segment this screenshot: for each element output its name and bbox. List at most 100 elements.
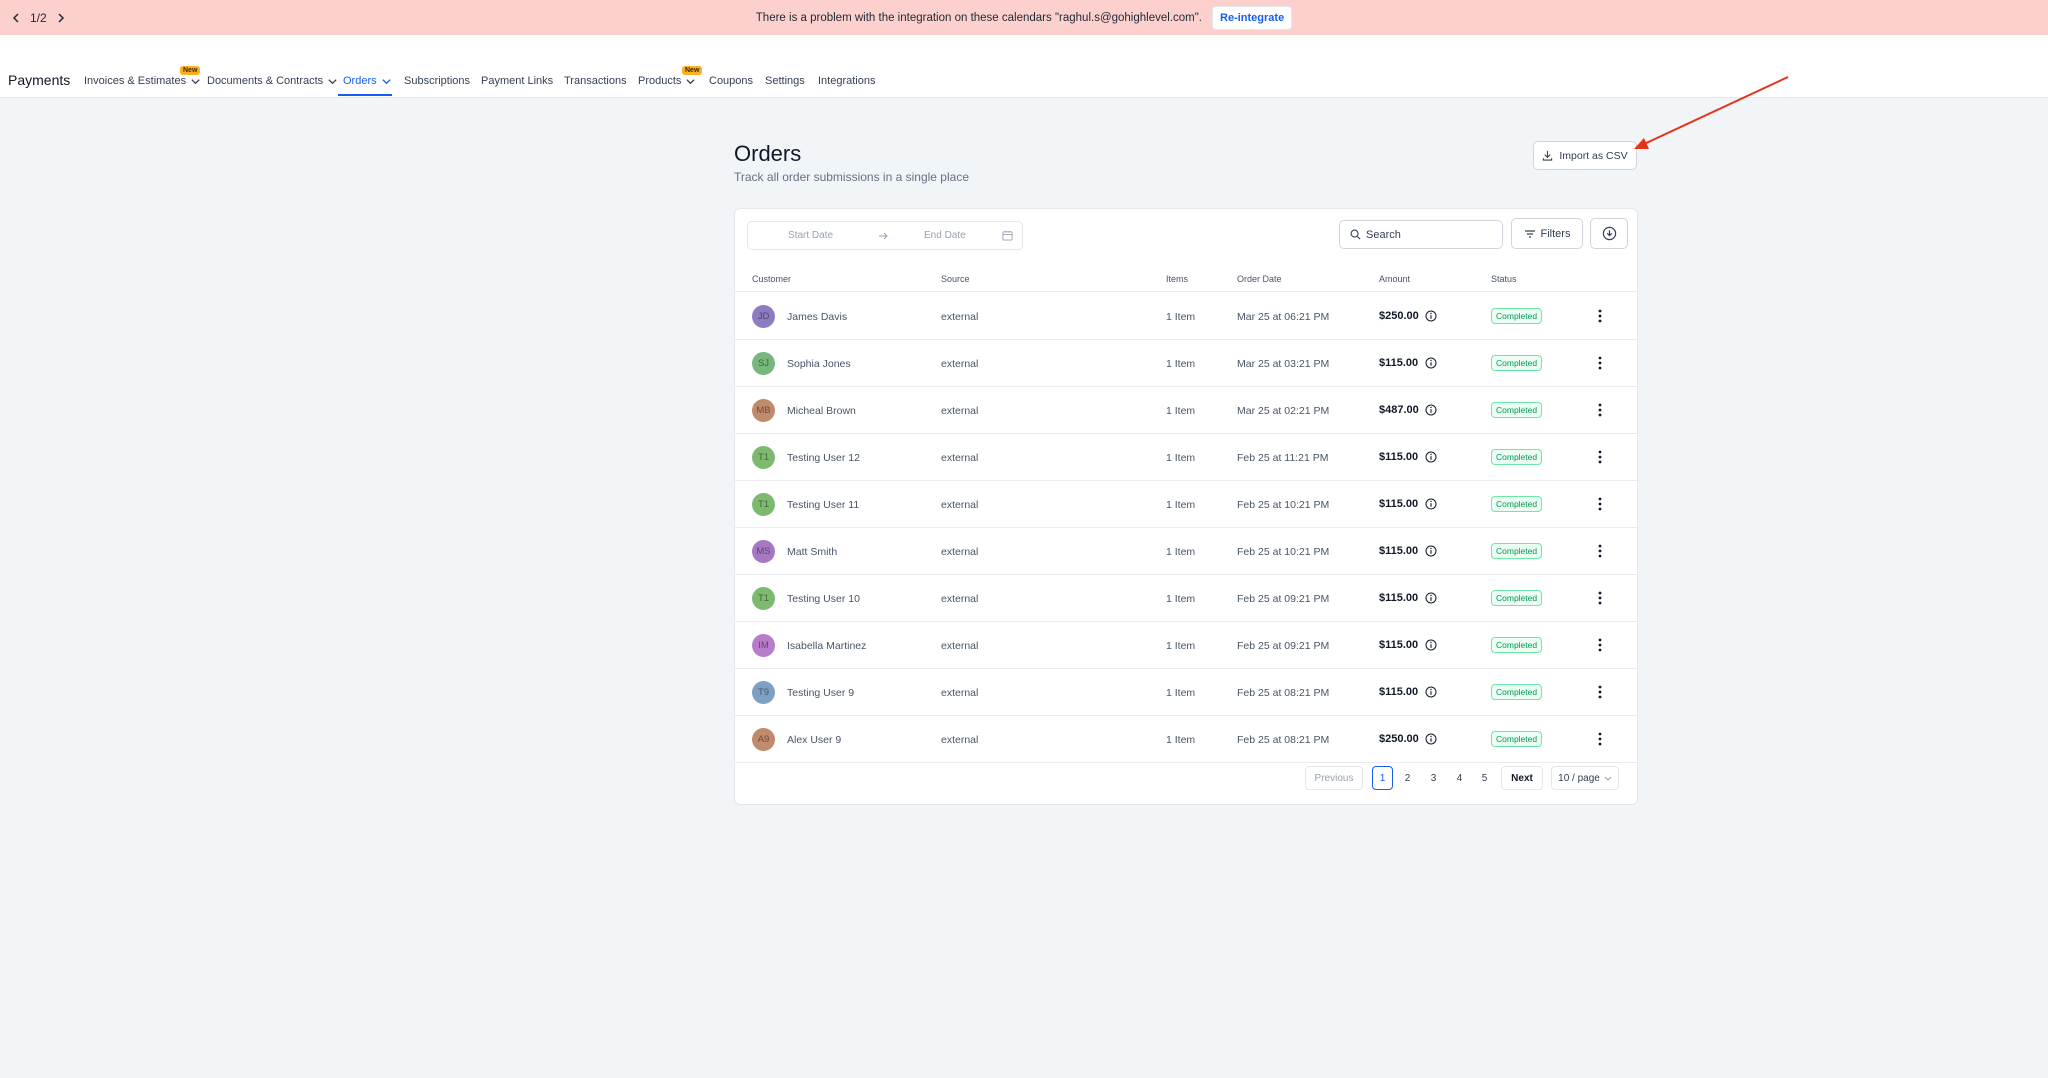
tab-invoices-estimates[interactable]: Invoices & Estimates (84, 75, 201, 87)
customer-name[interactable]: Micheal Brown (787, 405, 856, 417)
new-badge-products: New (682, 66, 703, 75)
order-amount: $115.00 (1379, 357, 1419, 369)
customer-name[interactable]: Sophia Jones (787, 358, 851, 370)
item-count: 1 Item (1166, 640, 1196, 652)
previous-page-button[interactable]: Previous (1305, 766, 1363, 790)
more-vertical-icon[interactable] (1597, 684, 1603, 700)
annotation-arrow-icon (1634, 76, 1789, 149)
tab-payment-links[interactable]: Payment Links (481, 75, 553, 87)
table-row[interactable]: T1 Testing User 11 external 1 Item Feb 25 at… (735, 481, 1637, 528)
tab-label: Documents & Contracts (207, 75, 324, 87)
customer-name[interactable]: Testing User 10 (787, 593, 860, 605)
info-icon[interactable] (1425, 639, 1437, 651)
info-icon[interactable] (1425, 498, 1437, 510)
table-row[interactable]: T1 Testing User 12 external 1 Item Feb 25 at… (735, 434, 1637, 481)
search-field[interactable] (1339, 220, 1503, 249)
date-range-picker[interactable]: Start Date End Date (747, 221, 1023, 250)
tab-documents-contracts[interactable]: Documents & Contracts (207, 75, 338, 87)
end-date-input[interactable]: End Date (924, 230, 966, 241)
order-amount: $115.00 (1379, 545, 1419, 557)
customer-name[interactable]: Testing User 9 (787, 687, 855, 699)
new-badge-invoices: New (180, 66, 201, 75)
tab-coupons[interactable]: Coupons (709, 75, 753, 87)
reintegrate-button[interactable]: Re-integrate (1212, 5, 1293, 30)
import-csv-label: Import as CSV (1559, 149, 1628, 162)
tab-label: Orders (343, 75, 377, 87)
table-header: Customer Source Items Order Date Amount … (735, 262, 1637, 292)
more-vertical-icon[interactable] (1597, 590, 1603, 606)
status-badge: Completed (1491, 731, 1543, 747)
chevron-down-icon (328, 78, 337, 84)
export-button[interactable] (1590, 218, 1628, 249)
column-header: Items (1166, 274, 1189, 284)
table-row[interactable]: MB Micheal Brown external 1 Item Mar 25 at 0… (735, 387, 1637, 434)
chevron-left-icon[interactable] (10, 12, 22, 24)
download-icon (1543, 150, 1553, 161)
info-icon[interactable] (1425, 404, 1437, 416)
table-row[interactable]: JD James Davis external 1 Item Mar 25 at 06:… (735, 293, 1637, 340)
order-amount: $115.00 (1379, 592, 1419, 604)
item-count: 1 Item (1166, 311, 1196, 323)
tab-products[interactable]: Products (638, 75, 696, 87)
order-amount: $115.00 (1379, 639, 1419, 651)
tab-transactions[interactable]: Transactions (564, 75, 627, 87)
banner-pager: 1/2 (10, 0, 67, 35)
import-csv-button[interactable]: Import as CSV (1533, 141, 1637, 170)
info-icon[interactable] (1425, 733, 1437, 745)
avatar: A9 (752, 728, 775, 751)
info-icon[interactable] (1425, 357, 1437, 369)
page-2-button[interactable]: 2 (1397, 766, 1418, 790)
customer-name[interactable]: Testing User 12 (787, 452, 860, 464)
table-row[interactable]: T9 Testing User 9 external 1 Item Feb 25 at … (735, 669, 1637, 716)
table-row[interactable]: IM Isabella Martinez external 1 Item Feb 25 … (735, 622, 1637, 669)
chevron-down-icon (1604, 776, 1612, 781)
order-source: external (941, 687, 979, 699)
arrow-right-icon (879, 232, 888, 239)
tab-label: Coupons (709, 75, 754, 87)
page-4-button[interactable]: 4 (1449, 766, 1470, 790)
table-row[interactable]: SJ Sophia Jones external 1 Item Mar 25 at 03… (735, 340, 1637, 387)
avatar: T1 (752, 446, 775, 469)
tab-integrations[interactable]: Integrations (818, 75, 875, 87)
tab-subscriptions[interactable]: Subscriptions (404, 75, 470, 87)
customer-name[interactable]: James Davis (787, 311, 848, 323)
more-vertical-icon[interactable] (1597, 308, 1603, 324)
status-badge: Completed (1491, 637, 1543, 653)
more-vertical-icon[interactable] (1597, 355, 1603, 371)
filters-button[interactable]: Filters (1511, 218, 1583, 249)
tab-orders[interactable]: Orders (343, 75, 392, 87)
more-vertical-icon[interactable] (1597, 449, 1603, 465)
table-row[interactable]: T1 Testing User 10 external 1 Item Feb 25 at… (735, 575, 1637, 622)
tab-settings[interactable]: Settings (765, 75, 805, 87)
start-date-input[interactable]: Start Date (788, 230, 834, 241)
more-vertical-icon[interactable] (1597, 402, 1603, 418)
info-icon[interactable] (1425, 310, 1437, 322)
more-vertical-icon[interactable] (1597, 731, 1603, 747)
more-vertical-icon[interactable] (1597, 496, 1603, 512)
order-date: Feb 25 at 09:21 PM (1237, 640, 1330, 652)
info-icon[interactable] (1425, 545, 1437, 557)
tab-label: Integrations (818, 75, 876, 87)
order-source: external (941, 546, 979, 558)
next-page-button[interactable]: Next (1501, 766, 1543, 790)
customer-name[interactable]: Testing User 11 (787, 499, 860, 511)
order-amount: $115.00 (1379, 686, 1419, 698)
order-source: external (941, 499, 979, 511)
table-row[interactable]: A9 Alex User 9 external 1 Item Feb 25 at 08:… (735, 716, 1637, 763)
page-size-select[interactable]: 10 / page (1551, 766, 1619, 790)
info-icon[interactable] (1425, 451, 1437, 463)
chevron-right-icon[interactable] (55, 12, 67, 24)
info-icon[interactable] (1425, 592, 1437, 604)
more-vertical-icon[interactable] (1597, 543, 1603, 559)
search-input[interactable] (1366, 228, 1496, 241)
page-1-button[interactable]: 1 (1372, 766, 1393, 790)
table-row[interactable]: MS Matt Smith external 1 Item Feb 25 at 10:2… (735, 528, 1637, 575)
page-3-button[interactable]: 3 (1423, 766, 1444, 790)
customer-name[interactable]: Alex User 9 (787, 734, 842, 746)
customer-name[interactable]: Isabella Martinez (787, 640, 867, 652)
customer-name[interactable]: Matt Smith (787, 546, 838, 558)
more-vertical-icon[interactable] (1597, 637, 1603, 653)
order-source: external (941, 452, 979, 464)
info-icon[interactable] (1425, 686, 1437, 698)
page-5-button[interactable]: 5 (1474, 766, 1495, 790)
